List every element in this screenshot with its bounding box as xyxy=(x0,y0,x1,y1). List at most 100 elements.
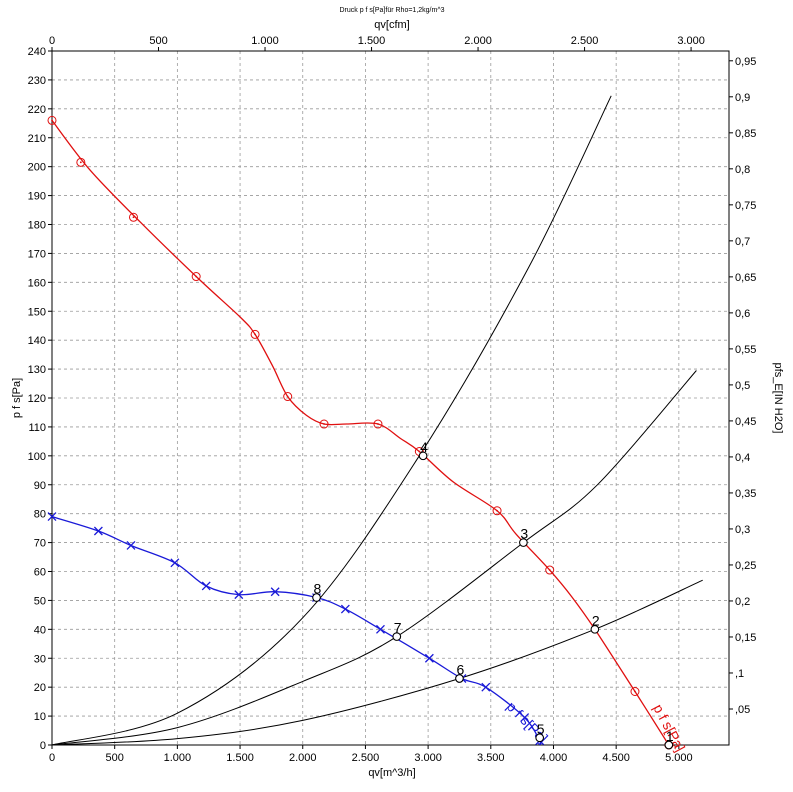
y2-tick-label: ,05 xyxy=(735,704,750,716)
operating-point-label: 4 xyxy=(420,439,428,455)
operating-point-marker xyxy=(664,740,674,750)
operating-point-label: 2 xyxy=(592,612,600,628)
y2-tick-label: 0,75 xyxy=(735,200,756,212)
y-tick-label: 80 xyxy=(34,509,46,521)
x2-tick-label: 1.000 xyxy=(251,35,279,47)
series-marker-dot xyxy=(548,569,551,571)
series-marker-dot xyxy=(286,395,289,398)
x2-axis-label: qv[cfm] xyxy=(374,19,409,31)
y-tick-label: 50 xyxy=(34,595,46,607)
series-line-2 xyxy=(51,515,542,746)
chart-title: Druck p f s[Pa]für Rho=1,2kg/m^3 xyxy=(339,7,444,14)
y-tick-label: 180 xyxy=(28,220,46,232)
y-tick-label: 30 xyxy=(34,653,46,665)
series-marker xyxy=(283,392,293,402)
series-marker-dot xyxy=(195,275,198,278)
series-marker-dot xyxy=(254,333,256,336)
operating-point-label: 7 xyxy=(394,620,402,636)
y2-tick-label: 0,3 xyxy=(735,524,750,536)
series-marker-dot xyxy=(634,690,636,693)
series-line-1 xyxy=(51,120,670,746)
y2-tick-label: 0,9 xyxy=(735,92,750,104)
series-marker-dot xyxy=(496,509,498,512)
y2-tick-label: 0,35 xyxy=(735,488,756,500)
series-marker xyxy=(76,157,86,167)
y2-tick-label: 0,4 xyxy=(735,452,750,464)
operating-point-marker xyxy=(535,733,545,743)
y2-axis-label: pfs_E[IN H2O] xyxy=(772,363,784,434)
y2-tick-label: 0,7 xyxy=(735,236,750,248)
operating-point-marker xyxy=(519,538,528,547)
operating-point-marker xyxy=(590,624,600,634)
series-marker xyxy=(201,581,211,591)
y2-tick-label: 0,55 xyxy=(735,344,756,356)
y2-tick-label: 0,95 xyxy=(735,56,756,68)
axes xyxy=(48,47,733,749)
y-tick-label: 90 xyxy=(34,480,46,492)
series-marker-dot xyxy=(377,423,379,425)
x-tick-label: 1.500 xyxy=(226,752,254,764)
y2-tick-label: 0,15 xyxy=(735,632,756,644)
series-marker xyxy=(481,682,491,692)
series-marker xyxy=(424,653,434,663)
y-tick-label: 200 xyxy=(28,162,46,174)
y2-tick-label: 0,6 xyxy=(735,308,750,320)
x-tick-label: 5.000 xyxy=(665,752,693,764)
x2-tick-label: 2.000 xyxy=(464,35,492,47)
y2-tick-label: 0,8 xyxy=(735,164,750,176)
system-curve-1 xyxy=(51,95,612,746)
x2-tick-label: 1.500 xyxy=(358,35,386,47)
series-marker xyxy=(520,713,530,722)
series-marker xyxy=(376,624,385,634)
operating-point-marker xyxy=(455,674,464,683)
series-marker xyxy=(270,587,280,597)
operating-point-marker xyxy=(418,451,428,461)
series-marker xyxy=(545,565,555,575)
y-tick-label: 190 xyxy=(28,191,46,203)
operating-point-marker xyxy=(392,632,402,641)
x-tick-label: 2.000 xyxy=(289,752,317,764)
series-marker-dot xyxy=(132,216,135,219)
y-tick-label: 140 xyxy=(28,335,46,347)
tick-labels: 0 500 1.000 1.500 2.000 2.500 3.000 3.500 4.000 4… xyxy=(28,35,757,764)
y-tick-label: 100 xyxy=(28,451,46,463)
y-tick-label: 170 xyxy=(28,248,46,260)
y2-tick-label: ,1 xyxy=(735,668,744,680)
y-tick-label: 160 xyxy=(28,277,46,289)
y-tick-label: 230 xyxy=(28,75,46,87)
x2-tick-label: 2.500 xyxy=(571,35,599,47)
y-tick-label: 240 xyxy=(28,46,46,58)
y2-tick-label: 0,65 xyxy=(735,272,756,284)
operating-point-label: 8 xyxy=(314,581,322,597)
y-tick-label: 70 xyxy=(34,538,46,550)
operating-point-label: 5 xyxy=(537,721,545,737)
x-axis-label: qv[m^3/h] xyxy=(368,767,415,779)
y-tick-label: 120 xyxy=(28,393,46,405)
series-marker-dot xyxy=(51,119,53,122)
operating-point-label: 3 xyxy=(520,526,528,542)
y-tick-label: 220 xyxy=(28,104,46,116)
series-marker-dot xyxy=(79,161,82,164)
system-curve-3 xyxy=(51,579,703,746)
y-tick-label: 130 xyxy=(28,364,46,376)
series-marker xyxy=(234,590,244,600)
x-tick-label: 3.000 xyxy=(414,752,442,764)
operating-points: 1 2 3 4 5 6 7 8 xyxy=(312,439,674,750)
y-tick-label: 20 xyxy=(34,682,46,694)
series-marker-dot xyxy=(418,450,421,453)
y-tick-label: 60 xyxy=(34,567,46,579)
x2-tick-label: 3.000 xyxy=(677,35,705,47)
x2-tick-label: 500 xyxy=(149,35,167,47)
x-tick-label: 4.500 xyxy=(602,752,630,764)
x2-tick-label: 0 xyxy=(49,35,55,47)
y2-tick-label: 0,5 xyxy=(735,380,750,392)
series-marker xyxy=(47,512,57,522)
series-marker xyxy=(250,329,260,339)
series-marker xyxy=(319,419,329,429)
x-tick-label: 3.500 xyxy=(477,752,505,764)
operating-point-marker xyxy=(312,593,321,602)
x-tick-label: 500 xyxy=(106,752,124,764)
y-tick-label: 0 xyxy=(40,740,46,752)
y2-tick-label: 0,25 xyxy=(735,560,756,572)
